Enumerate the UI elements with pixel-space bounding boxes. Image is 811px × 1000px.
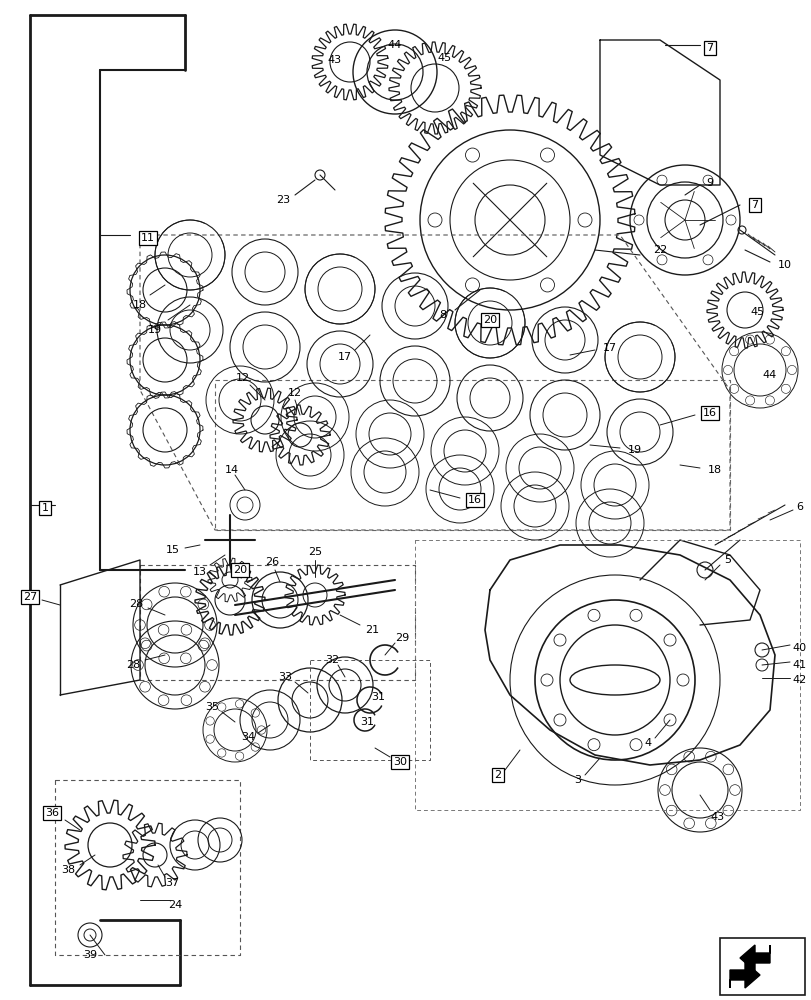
Text: 38: 38 xyxy=(61,865,75,875)
Text: 1: 1 xyxy=(41,503,49,513)
Text: 45: 45 xyxy=(437,53,452,63)
Text: 27: 27 xyxy=(23,592,37,602)
Text: 17: 17 xyxy=(337,352,352,362)
Polygon shape xyxy=(739,945,769,971)
Bar xyxy=(719,938,804,995)
Text: 7: 7 xyxy=(750,200,757,210)
Text: 43: 43 xyxy=(710,812,724,822)
Text: 40: 40 xyxy=(792,643,806,653)
Text: 44: 44 xyxy=(762,370,776,380)
Text: 34: 34 xyxy=(241,732,255,742)
Text: 33: 33 xyxy=(277,672,292,682)
Text: 19: 19 xyxy=(627,445,642,455)
Text: 9: 9 xyxy=(706,178,713,188)
Text: 4: 4 xyxy=(644,738,650,748)
Text: 39: 39 xyxy=(83,950,97,960)
Text: 20: 20 xyxy=(233,565,247,575)
Text: 17: 17 xyxy=(603,343,616,353)
Text: 37: 37 xyxy=(165,878,179,888)
Text: 10: 10 xyxy=(777,260,791,270)
Text: 19: 19 xyxy=(148,325,162,335)
Text: 11: 11 xyxy=(141,233,155,243)
Text: 13: 13 xyxy=(193,567,207,577)
Text: 26: 26 xyxy=(264,557,279,567)
Text: 22: 22 xyxy=(652,245,667,255)
Text: 42: 42 xyxy=(792,675,806,685)
Text: 23: 23 xyxy=(276,195,290,205)
Text: 25: 25 xyxy=(307,547,322,557)
Text: 31: 31 xyxy=(359,717,374,727)
Text: 30: 30 xyxy=(393,757,406,767)
Text: 43: 43 xyxy=(328,55,341,65)
Text: 35: 35 xyxy=(204,702,219,712)
Text: 14: 14 xyxy=(225,465,238,475)
Text: 12: 12 xyxy=(236,373,250,383)
Text: 16: 16 xyxy=(702,408,716,418)
Text: 24: 24 xyxy=(168,900,182,910)
Text: 29: 29 xyxy=(394,633,409,643)
Text: 18: 18 xyxy=(707,465,721,475)
Text: 15: 15 xyxy=(165,545,180,555)
Text: 12: 12 xyxy=(288,388,302,398)
Text: 5: 5 xyxy=(723,555,731,565)
Text: 3: 3 xyxy=(574,775,581,785)
Text: 7: 7 xyxy=(706,43,713,53)
Text: 6: 6 xyxy=(796,502,803,512)
Text: 16: 16 xyxy=(467,495,482,505)
Text: 36: 36 xyxy=(45,808,59,818)
Text: 8: 8 xyxy=(439,310,446,320)
Text: 45: 45 xyxy=(750,307,764,317)
Text: 18: 18 xyxy=(133,300,147,310)
Text: 28: 28 xyxy=(126,660,140,670)
Polygon shape xyxy=(729,962,759,988)
Text: 32: 32 xyxy=(324,655,339,665)
Text: 44: 44 xyxy=(388,40,401,50)
Text: 20: 20 xyxy=(483,315,496,325)
Text: 2: 2 xyxy=(494,770,501,780)
Text: 21: 21 xyxy=(364,625,379,635)
Text: 28: 28 xyxy=(129,599,143,609)
Text: 31: 31 xyxy=(371,692,384,702)
Text: 41: 41 xyxy=(792,660,806,670)
